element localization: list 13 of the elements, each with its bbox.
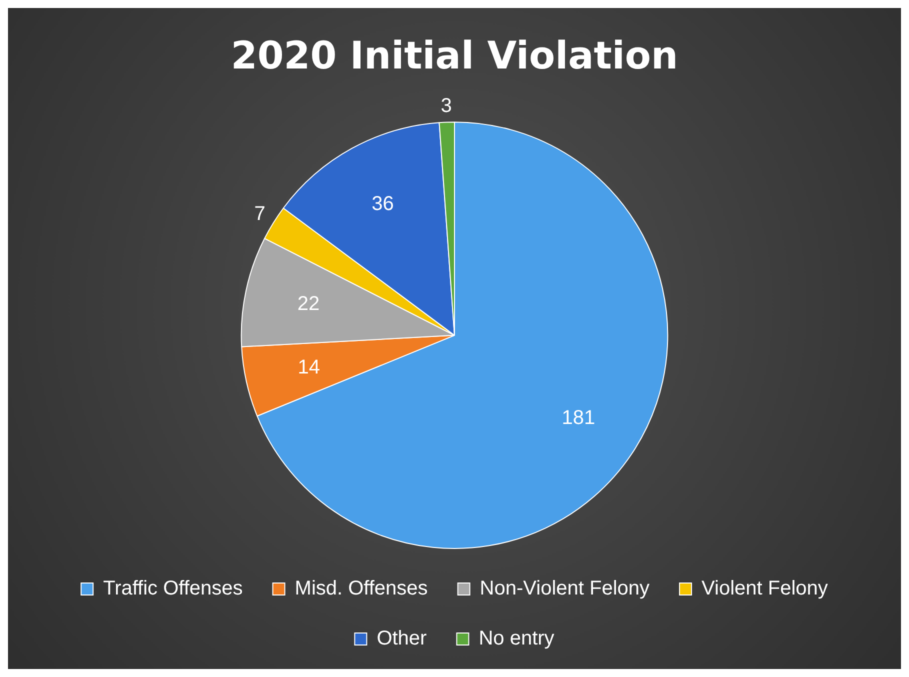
legend-label: Violent Felony	[702, 578, 828, 600]
legend-label: Misd. Offenses	[294, 578, 428, 600]
data-label: 181	[562, 407, 596, 430]
data-label: 3	[440, 94, 452, 117]
legend-label: No entry	[478, 628, 554, 650]
legend-label: Traffic Offenses	[103, 578, 243, 600]
data-label: 36	[372, 192, 394, 215]
data-label: 14	[298, 356, 320, 379]
legend-label: Other	[376, 628, 428, 650]
legend-label: Non-Violent Felony	[480, 578, 650, 600]
data-label: 22	[297, 292, 320, 315]
chart-title: 2020 Initial Violation	[230, 34, 678, 78]
data-label: 7	[254, 202, 266, 225]
